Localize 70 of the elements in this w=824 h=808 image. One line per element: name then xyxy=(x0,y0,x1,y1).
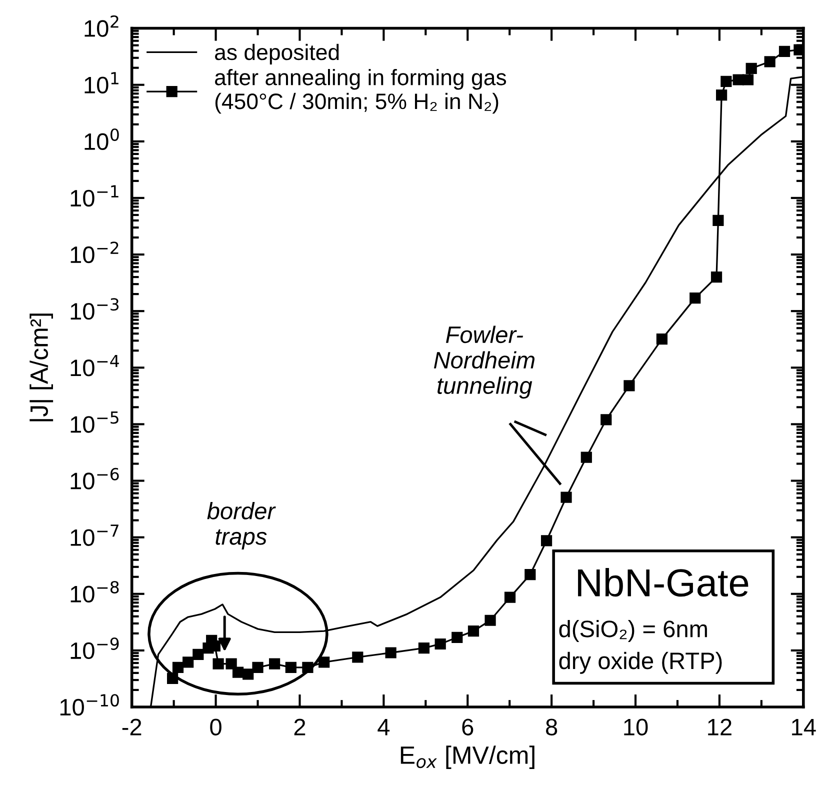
point xyxy=(268,658,280,670)
x-axis-title: E$_{ox}$ [MV/cm] xyxy=(400,746,534,769)
point xyxy=(732,74,744,86)
point xyxy=(742,74,754,86)
x-tick-label: -2 xyxy=(122,718,142,736)
y-tick-label: 10$^{0}$ xyxy=(84,128,119,150)
point xyxy=(166,672,178,684)
point xyxy=(690,292,701,304)
point xyxy=(285,662,296,674)
y-tick-label: 10$^{2}$ xyxy=(84,15,118,37)
annotation: Fowler- Nordheim tunneling xyxy=(434,326,534,399)
x-tick-label: 14 xyxy=(792,718,816,736)
x-tick-label: 12 xyxy=(708,718,732,736)
point xyxy=(600,414,612,426)
y-tick-label: 10$^{−2}$ xyxy=(70,242,118,264)
y-tick-label: 10$^{−6}$ xyxy=(70,468,119,490)
point xyxy=(746,62,757,74)
point xyxy=(468,626,480,637)
point xyxy=(580,452,592,463)
point xyxy=(540,535,552,546)
annotation: NbN-Gate xyxy=(578,568,748,597)
point xyxy=(710,271,722,283)
point xyxy=(434,638,446,650)
y-tick-label: 10$^{−7}$ xyxy=(70,524,118,546)
x-tick-label: 10 xyxy=(624,718,648,736)
y-tick-label: 10$^{1}$ xyxy=(84,72,118,94)
point xyxy=(656,334,668,345)
point xyxy=(352,652,364,663)
y-tick-label: 10$^{−10}$ xyxy=(60,694,119,716)
point xyxy=(720,76,732,87)
point xyxy=(484,614,496,626)
y-tick-label: 10$^{−3}$ xyxy=(70,298,119,320)
y-tick-label: 10$^{−1}$ xyxy=(70,185,118,207)
point xyxy=(504,592,516,603)
annotation: border traps xyxy=(207,502,276,550)
point xyxy=(712,214,724,226)
point xyxy=(560,492,572,503)
point xyxy=(226,658,237,670)
point xyxy=(716,89,728,101)
point xyxy=(778,46,790,58)
x-tick-label: 6 xyxy=(462,718,474,736)
point xyxy=(794,44,804,56)
point xyxy=(452,632,463,643)
point xyxy=(182,656,194,668)
legend-label: as deposited xyxy=(215,44,339,65)
point xyxy=(302,662,314,674)
point xyxy=(318,656,330,668)
legend-label: after annealing in forming gas (450°C / 30min; 5% H₂ in N₂) xyxy=(215,68,506,114)
point xyxy=(524,568,536,580)
x-tick-label: 2 xyxy=(294,718,306,736)
y-tick-label: 10$^{−4}$ xyxy=(70,354,119,376)
annotation: dry oxide (RTP) xyxy=(559,652,722,674)
point xyxy=(172,662,184,674)
point xyxy=(232,666,244,678)
point xyxy=(252,662,264,674)
point xyxy=(242,668,254,680)
x-tick-label: 0 xyxy=(210,718,222,736)
y-tick-label: 10$^{−9}$ xyxy=(70,638,119,660)
point xyxy=(385,647,396,658)
annotation: d(SiO₂) = 6nm xyxy=(559,620,707,642)
y-tick-label: 10$^{−8}$ xyxy=(70,580,119,602)
y-tick-label: 10$^{−5}$ xyxy=(70,412,118,433)
point xyxy=(418,642,430,654)
x-tick-label: 4 xyxy=(378,718,390,736)
y-axis-title: |J| [A/cm²] xyxy=(30,314,54,422)
x-tick-label: 8 xyxy=(546,718,558,736)
point xyxy=(624,380,635,392)
point xyxy=(212,658,224,670)
point xyxy=(764,56,776,68)
point xyxy=(192,648,204,660)
